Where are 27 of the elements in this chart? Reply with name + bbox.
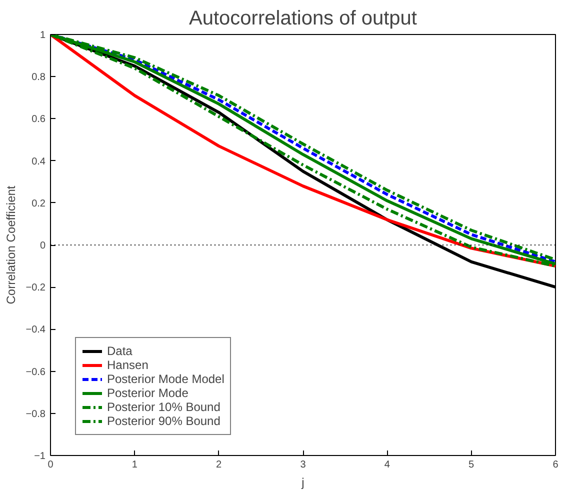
- legend-label: Posterior 90% Bound: [107, 414, 220, 428]
- legend-label: Posterior Mode: [107, 386, 188, 400]
- y-tick-label: −0.8: [26, 408, 46, 420]
- y-tick-label: −0.4: [26, 324, 46, 336]
- y-tick-label: −0.6: [26, 366, 46, 378]
- x-tick-label: 0: [48, 460, 54, 470]
- y-tick-label: 1: [40, 30, 46, 41]
- y-tick-label: −0.2: [26, 282, 46, 294]
- legend-label: Posterior Mode Model: [107, 372, 224, 386]
- y-tick-label: 0: [40, 240, 46, 252]
- legend-label: Data: [107, 344, 132, 358]
- y-tick-label: 0.2: [32, 198, 46, 210]
- legend-label: Posterior 10% Bound: [107, 400, 220, 414]
- y-tick-label: 0.4: [32, 156, 46, 168]
- x-tick-label: 2: [216, 460, 222, 470]
- legend-label: Hansen: [107, 358, 148, 372]
- y-tick-label: −1: [34, 451, 46, 462]
- x-tick-label: 1: [132, 460, 138, 470]
- x-tick-label: 4: [384, 460, 390, 470]
- x-tick-label: 5: [468, 460, 475, 470]
- x-tick-label: 3: [300, 460, 306, 470]
- x-axis-title: j: [300, 476, 304, 490]
- y-tick-label: 0.8: [32, 72, 46, 84]
- y-axis-title: Correlation Coefficient: [4, 185, 18, 304]
- chart-title: Autocorrelations of output: [189, 8, 418, 30]
- y-tick-label: 0.6: [32, 114, 46, 126]
- x-tick-label: 6: [552, 460, 559, 470]
